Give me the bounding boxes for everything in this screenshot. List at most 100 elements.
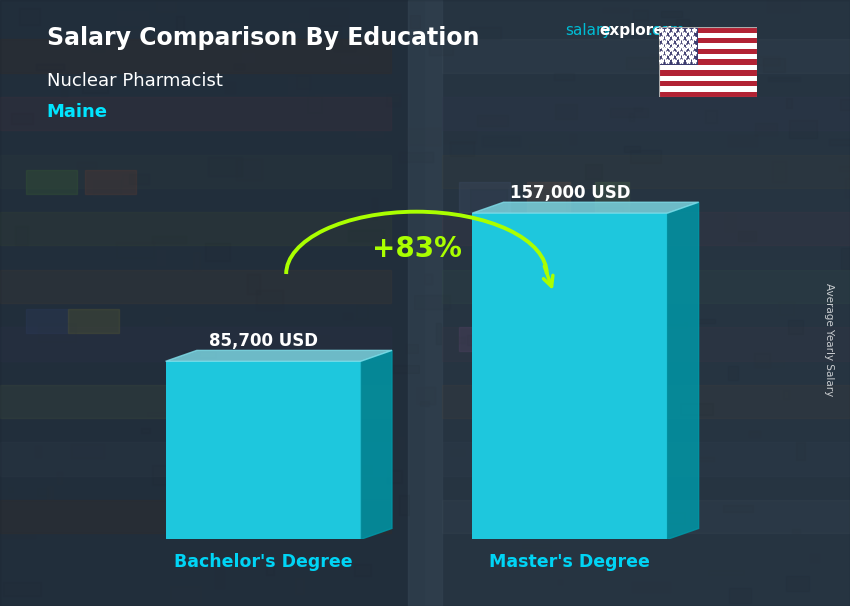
Bar (172, 514, 193, 530)
Bar (170, 587, 201, 602)
Bar (57, 472, 62, 484)
Bar (320, 361, 329, 367)
Bar (335, 395, 356, 413)
Bar (206, 242, 230, 261)
Bar (659, 54, 756, 59)
Bar (659, 44, 756, 48)
Bar (519, 255, 537, 270)
Bar (354, 564, 371, 576)
Bar (371, 93, 399, 101)
Bar (414, 295, 450, 308)
Bar (178, 282, 188, 288)
Bar (239, 415, 266, 428)
Bar (26, 309, 68, 333)
Bar (287, 77, 309, 95)
Bar (660, 298, 699, 309)
Bar (141, 428, 150, 433)
Bar (755, 123, 777, 135)
Bar (183, 351, 216, 358)
Text: Average Yearly Salary: Average Yearly Salary (824, 283, 834, 396)
Bar (124, 101, 139, 106)
Bar (82, 81, 108, 93)
Bar (609, 329, 623, 334)
Bar (38, 323, 76, 342)
Bar (47, 487, 54, 500)
Bar (442, 39, 850, 73)
Bar (625, 465, 653, 484)
Bar (723, 505, 753, 512)
Bar (256, 290, 282, 310)
Bar (610, 108, 649, 117)
Bar (681, 458, 714, 461)
Bar (783, 390, 789, 399)
Bar (0, 385, 391, 418)
Bar (157, 250, 165, 265)
Bar (779, 302, 794, 315)
Bar (348, 230, 384, 241)
Bar (773, 161, 785, 182)
Bar (659, 92, 756, 97)
Bar (386, 95, 400, 106)
Bar (442, 97, 850, 130)
Bar (605, 509, 610, 515)
Bar (266, 565, 274, 575)
Bar (43, 231, 57, 245)
Bar (471, 264, 485, 267)
Bar (659, 48, 756, 54)
Bar (756, 361, 784, 367)
Bar (147, 413, 177, 416)
Bar (26, 170, 76, 194)
Bar (786, 576, 809, 591)
Bar (410, 15, 420, 28)
Bar (442, 212, 850, 245)
Bar (356, 128, 382, 137)
Bar (92, 47, 104, 51)
Bar (517, 311, 535, 324)
Bar (442, 442, 850, 476)
Bar (558, 580, 562, 584)
Bar (554, 73, 574, 81)
Bar (762, 58, 785, 73)
Bar (436, 323, 441, 344)
Bar (728, 136, 756, 146)
Bar (757, 56, 779, 65)
Bar (184, 351, 199, 355)
Bar (355, 305, 367, 319)
Bar (705, 110, 717, 123)
Bar (71, 444, 105, 458)
Bar (810, 554, 819, 562)
Bar (247, 274, 260, 294)
Bar (166, 361, 360, 539)
Bar (595, 182, 629, 212)
Bar (152, 236, 186, 243)
Bar (394, 365, 419, 373)
Bar (0, 212, 391, 245)
Bar (76, 162, 97, 168)
Bar (482, 136, 519, 147)
Bar (176, 16, 184, 35)
Bar (659, 70, 756, 76)
Bar (597, 205, 623, 213)
Bar (755, 353, 769, 367)
Text: Salary Comparison By Education: Salary Comparison By Education (47, 26, 479, 50)
Bar (728, 367, 738, 381)
Bar (467, 335, 492, 345)
Bar (680, 404, 712, 416)
Bar (568, 304, 592, 321)
Bar (442, 385, 850, 418)
Polygon shape (667, 202, 699, 539)
Bar (236, 159, 262, 180)
Bar (119, 338, 156, 352)
Bar (294, 578, 304, 594)
Bar (205, 513, 235, 519)
Text: Maine: Maine (47, 103, 108, 121)
Bar (659, 27, 698, 65)
Bar (738, 231, 756, 241)
Bar (659, 59, 756, 65)
Bar (425, 0, 850, 606)
Bar (372, 198, 377, 219)
Bar (350, 112, 357, 125)
Bar (205, 391, 215, 411)
Bar (156, 0, 176, 12)
Bar (644, 372, 682, 391)
